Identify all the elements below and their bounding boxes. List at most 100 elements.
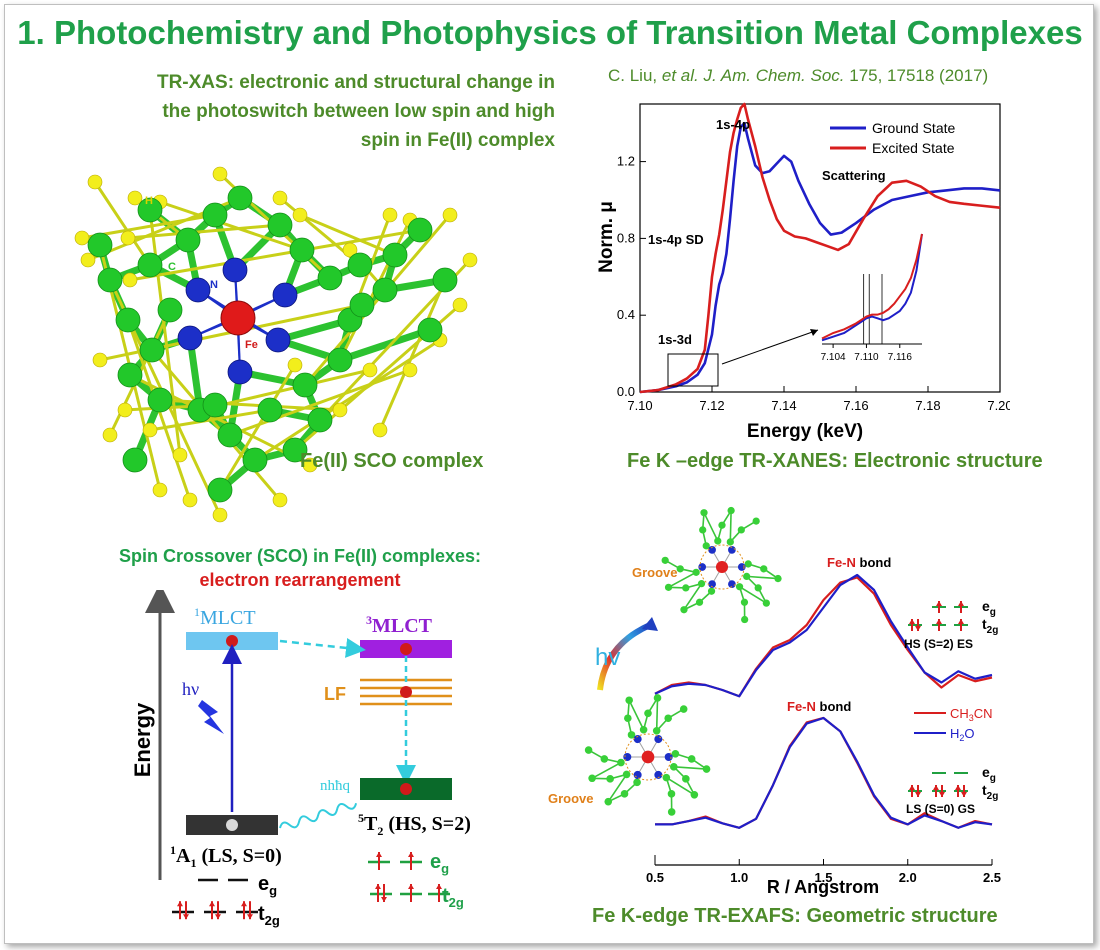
zoom-arrow-head	[810, 329, 818, 336]
hydrogen-atom	[74, 230, 90, 246]
small-carbon-atom	[652, 727, 661, 735]
small-carbon-atom	[625, 696, 633, 705]
hydrogen-atom	[212, 507, 228, 523]
hydrogen-atom	[302, 457, 318, 473]
carbon-atom	[137, 197, 163, 223]
small-carbon-atom	[697, 580, 706, 588]
hydrogen-atom	[120, 230, 136, 246]
carbon-atom	[349, 292, 375, 318]
carbon-atom	[175, 227, 201, 253]
carbon-atom	[97, 267, 123, 293]
small-bond	[628, 699, 645, 731]
spin-up-arrowhead	[375, 884, 381, 889]
hv-label: hν	[182, 679, 199, 699]
hydrogen-atom	[362, 362, 378, 378]
nitrogen-atom	[227, 359, 253, 385]
es-eg-label: eg	[982, 598, 996, 618]
es-fe-n-bond-label: Fe-N bond	[827, 555, 891, 570]
gs-fe-n-bond-label: Fe-N bond	[787, 699, 851, 714]
exafs-x-tick-label: 1.0	[730, 870, 748, 885]
exafs-caption: Fe K-edge TR-EXAFS: Geometric structure	[592, 905, 998, 927]
small-carbon-atom	[737, 526, 745, 534]
hydrogen-label: H	[145, 195, 153, 207]
small-carbon-atom	[664, 714, 672, 723]
small-carbon-atom	[707, 587, 716, 595]
xanes-xlabel: Energy (keV)	[747, 421, 863, 442]
small-nitrogen-atom	[728, 546, 736, 554]
sco-energy-diagram: Energy 1MLCT 3MLCT LF hν nhħq 1A1 (LS, S…	[130, 590, 471, 928]
spin-up-arrowhead	[408, 852, 414, 857]
spin-up-arrowhead	[958, 619, 964, 624]
carbon-atom	[202, 392, 228, 418]
small-carbon-atom	[588, 774, 596, 783]
nitrogen-atom	[272, 282, 298, 308]
small-carbon-atom	[671, 749, 680, 758]
carbon-atom	[327, 347, 353, 373]
xanes-x-tick-label: 7.16	[843, 398, 868, 413]
small-bond	[739, 586, 767, 604]
spin-down-arrowhead	[183, 914, 189, 920]
exafs-gs-line	[655, 716, 993, 829]
small-carbon-atom	[726, 538, 734, 546]
small-carbon-atom	[690, 790, 699, 799]
es-orbital-diagram	[908, 601, 968, 631]
small-bond	[607, 773, 628, 803]
small-iron-atom	[641, 750, 655, 764]
carbon-atom	[417, 317, 443, 343]
exafs-chart: 0.5 1.0 1.5 2.0 2.5 hv Groove Groove Fe-N bo…	[548, 506, 1001, 897]
carbon-atom	[227, 185, 253, 211]
carbon-atom	[289, 237, 315, 263]
small-carbon-atom	[680, 606, 688, 614]
nonradiative-wave	[279, 802, 358, 829]
nitrogen-atom	[177, 325, 203, 351]
hs-orbital-diagram	[368, 852, 450, 902]
small-carbon-atom	[735, 583, 744, 591]
gs-groove-label: Groove	[548, 791, 594, 806]
small-carbon-atom	[774, 574, 782, 583]
small-nitrogen-atom	[654, 735, 663, 744]
legend-ground-label: Ground State	[872, 120, 955, 136]
small-groove-circle	[624, 733, 672, 781]
es-state-label: HS (S=2) ES	[904, 637, 973, 651]
small-carbon-atom	[604, 797, 613, 806]
carbon-atom	[137, 252, 163, 278]
small-nitrogen-atom	[737, 563, 746, 571]
small-carbon-atom	[687, 755, 696, 763]
gs-eg-label: eg	[982, 764, 996, 784]
hs-t2g-label: t2g	[442, 885, 464, 910]
inset-series-line	[821, 233, 923, 342]
citation-volume: 175, 17518 (2017)	[844, 66, 989, 85]
hydrogen-atom	[332, 402, 348, 418]
slide-title: 1. Photochemistry and Photophysics of Tr…	[17, 14, 1083, 51]
small-carbon-atom	[606, 775, 614, 783]
nitrogen-label: N	[210, 279, 218, 291]
hs-eg-label: eg	[430, 851, 449, 876]
lf-label: LF	[324, 684, 346, 704]
xanes-ylabel: Norm. μ	[596, 201, 617, 273]
small-bond	[703, 512, 719, 542]
inset-x-tick-label: 7.104	[821, 352, 846, 363]
small-bond	[729, 510, 732, 542]
small-carbon-atom	[679, 705, 688, 713]
hydrogen-atom	[342, 242, 358, 258]
gs-molecule-small	[584, 694, 711, 816]
small-carbon-atom	[661, 556, 669, 564]
legend-h2o-label: H2O	[950, 726, 975, 743]
small-carbon-atom	[740, 598, 749, 606]
lf-electron	[400, 686, 412, 698]
small-carbon-atom	[682, 584, 690, 592]
small-carbon-atom	[624, 714, 632, 723]
xanes-x-tick-label: 7.12	[699, 398, 724, 413]
tr-xas-line-2: the photoswitch between low spin and hig…	[162, 101, 555, 122]
hydrogen-atom	[182, 492, 198, 508]
exafs-x-tick-label: 2.5	[983, 870, 1001, 885]
citation-authors: C. Liu,	[608, 66, 662, 85]
zoom-arrow	[721, 329, 819, 365]
small-carbon-atom	[617, 758, 625, 767]
small-bond	[591, 761, 622, 779]
carbon-atom	[307, 407, 333, 433]
xanes-x-tick-label: 7.14	[771, 398, 796, 413]
gs-orbital-diagram	[908, 772, 968, 797]
small-carbon-atom	[718, 521, 726, 529]
gs-t2g-label: t2g	[982, 782, 998, 802]
